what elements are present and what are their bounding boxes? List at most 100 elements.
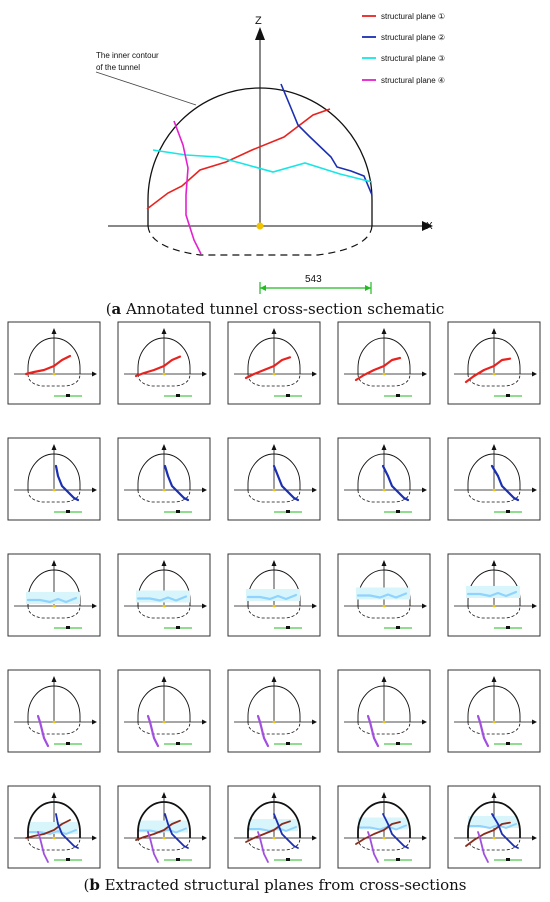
thumbnail-z-arrow [271, 328, 277, 334]
thumbnail-dimension-mark [176, 394, 180, 397]
thumbnail-dimension-mark [176, 858, 180, 861]
thumbnail-invert [247, 605, 301, 619]
thumbnail-composite-plane-3 [357, 824, 407, 831]
thumbnail-dimension-mark [286, 858, 290, 861]
thumbnail-origin [272, 604, 276, 608]
thumbnail-composite-plane-2 [382, 813, 409, 849]
thumbnail-composite-plane-4 [147, 831, 159, 863]
thumbnail-invert [27, 721, 81, 735]
thumbnail-plane-1 [464, 357, 512, 384]
thumbnail-r2-c4 [337, 437, 431, 521]
thumbnail-x-arrow [532, 603, 537, 609]
thumbnail-x-arrow [312, 487, 317, 493]
thumbnail-r2-c1 [7, 437, 101, 521]
thumbnail-dimension-mark [66, 394, 70, 397]
thumbnail-origin [382, 836, 386, 840]
thumbnail-r3-c4 [337, 553, 431, 637]
thumbnail-dimension-mark [396, 626, 400, 629]
legend-label-2: structural plane ② [381, 33, 445, 42]
thumbnail-composite-plane-1 [25, 819, 71, 839]
thumbnail-origin [272, 372, 276, 376]
thumbnail-dimension-mark [286, 626, 290, 629]
thumbnail-invert [467, 721, 521, 735]
thumbnail-origin [492, 488, 496, 492]
structural-plane-1-line [146, 108, 331, 210]
caption-a-text: Annotated tunnel cross-section schematic [121, 300, 445, 318]
thumbnail-x-arrow [202, 603, 207, 609]
thumbnail-x-arrow [92, 835, 97, 841]
thumbnail-composite-band [468, 816, 518, 828]
thumbnail-z-arrow [271, 444, 277, 450]
thumbnail-origin [492, 604, 496, 608]
thumbnail-dimension-mark [506, 626, 510, 629]
legend-label-4: structural plane ④ [381, 76, 445, 85]
thumbnail-z-arrow [51, 560, 57, 566]
thumbnail-plane-4 [476, 714, 490, 748]
thumbnail-composite-band [28, 822, 78, 834]
thumbnail-r4-c3 [227, 669, 321, 753]
dimension-annotation: 543 [259, 274, 372, 294]
thumbnail-z-arrow [381, 444, 387, 450]
x-axis-label: X [426, 221, 433, 232]
thumbnail-z-arrow [491, 560, 497, 566]
thumbnail-z-arrow [271, 560, 277, 566]
thumbnail-r2-c5 [447, 437, 541, 521]
thumbnail-x-arrow [532, 835, 537, 841]
thumbnail-r5-c5 [447, 785, 541, 869]
thumbnail-z-arrow [161, 676, 167, 682]
thumbnail-x-arrow [312, 371, 317, 377]
thumbnail-z-arrow [161, 328, 167, 334]
thumbnail-invert [357, 605, 411, 619]
thumbnail-z-arrow [381, 676, 387, 682]
thumbnail-r2-c3 [227, 437, 321, 521]
thumbnail-invert [467, 605, 521, 619]
thumbnail-invert [27, 373, 81, 387]
thumbnail-plane-2 [54, 464, 80, 502]
thumbnail-invert [357, 721, 411, 735]
thumbnail-r4-c2 [117, 669, 211, 753]
thumbnail-composite-plane-1 [245, 820, 291, 843]
thumbnail-r1-c4 [337, 321, 431, 405]
thumbnail-r5-c1 [7, 785, 101, 869]
thumbnail-origin [272, 720, 276, 724]
thumbnail-composite-contour [467, 801, 521, 838]
thumbnail-dimension-mark [66, 858, 70, 861]
thumbnail-plane-2 [163, 464, 190, 502]
thumbnail-plane-1 [354, 356, 402, 382]
structural-plane-4-line [173, 120, 202, 255]
thumbnail-r5-c2 [117, 785, 211, 869]
thumbnail-plane-3 [466, 590, 518, 598]
thumbnail-z-arrow [271, 792, 277, 798]
thumbnail-grid [7, 321, 541, 869]
thumbnail-origin [272, 488, 276, 492]
thumbnail-z-arrow [491, 792, 497, 798]
thumbnail-plane-3-band [356, 587, 410, 600]
caption-b: (b Extracted structural planes from cros… [83, 876, 467, 894]
thumbnail-plane-3 [136, 595, 188, 602]
thumbnail-dimension-mark [176, 742, 180, 745]
thumbnail-x-arrow [422, 835, 427, 841]
thumbnail-plane-2 [381, 464, 410, 502]
thumbnail-origin [52, 488, 56, 492]
main-diagram: Z X The inner contour of the tunnel stru… [95, 12, 445, 294]
structural-plane-2-line [280, 83, 373, 196]
thumbnail-composite-plane-2 [55, 813, 79, 849]
thumbnail-dimension-mark [506, 510, 510, 513]
thumbnail-z-arrow [491, 444, 497, 450]
thumbnail-plane-3-band [26, 592, 80, 604]
thumbnail-composite-plane-1 [355, 821, 401, 845]
thumbnail-origin [492, 836, 496, 840]
thumbnail-x-arrow [92, 371, 97, 377]
z-axis-arrow [255, 27, 265, 40]
thumbnail-r1-c5 [447, 321, 541, 405]
thumbnail-origin [52, 372, 56, 376]
thumbnail-z-arrow [51, 328, 57, 334]
thumbnail-origin [382, 372, 386, 376]
thumbnail-plane-3-band [466, 586, 520, 598]
thumbnail-plane-2 [272, 464, 300, 502]
thumbnail-invert [27, 605, 81, 619]
thumbnail-x-arrow [202, 487, 207, 493]
thumbnail-r5-c4 [337, 785, 431, 869]
thumbnail-dimension-mark [176, 626, 180, 629]
caption-a-letter: a [111, 300, 122, 318]
